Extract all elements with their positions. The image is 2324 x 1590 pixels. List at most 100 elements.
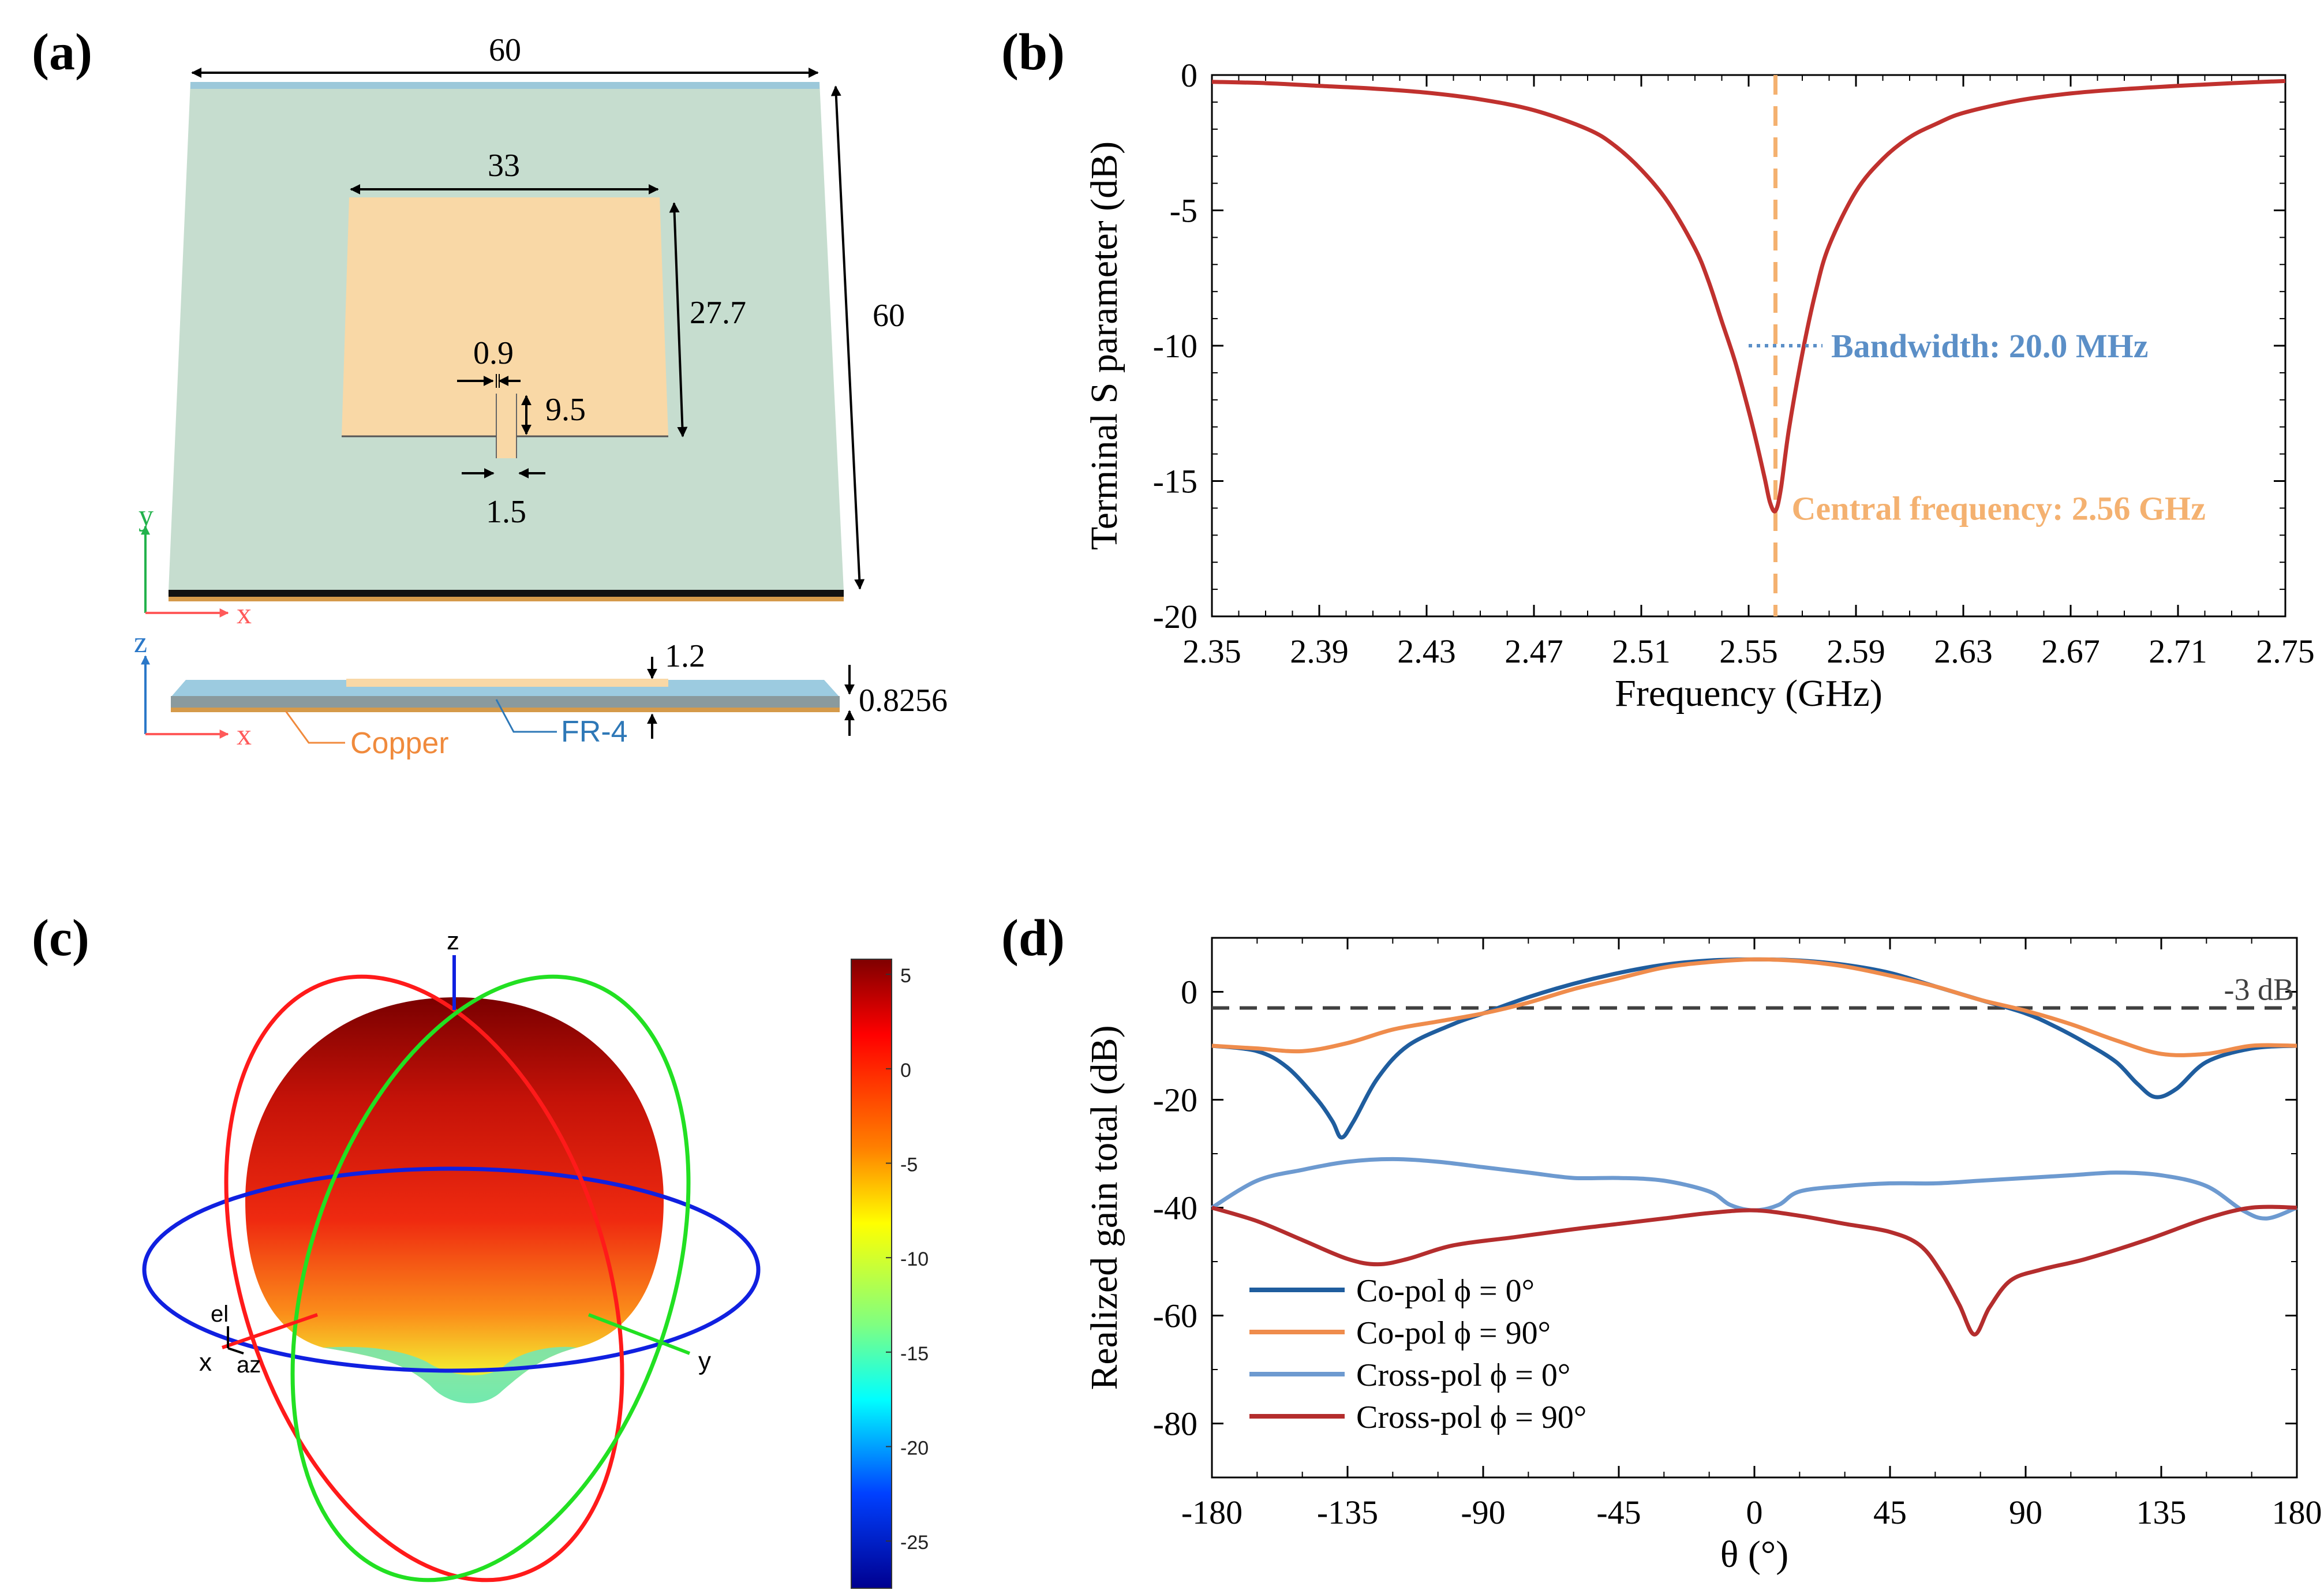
legend-label: Cross-pol ϕ = 0° bbox=[1356, 1357, 1570, 1393]
dim-substrate-thickness: 0.8256 bbox=[859, 683, 948, 719]
x-tick-label: -135 bbox=[1317, 1494, 1378, 1531]
dim-patch-height: 27.7 bbox=[690, 295, 746, 331]
x-axis-title: θ (°) bbox=[1720, 1533, 1788, 1576]
side-view-ground bbox=[171, 708, 840, 712]
minus-3db-label: -3 dB bbox=[2224, 972, 2295, 1007]
axis-x-label: x bbox=[237, 597, 252, 630]
substrate-top-edge bbox=[190, 82, 819, 89]
panel-b-label: (b) bbox=[1001, 24, 1065, 81]
y-tick-label: -5 bbox=[1170, 192, 1197, 230]
y-tick-label: -40 bbox=[1153, 1189, 1197, 1227]
label-copper: Copper bbox=[350, 727, 449, 760]
panel-a: (a) 60 60 33 27.7 0.9 9.5 bbox=[32, 24, 948, 760]
x-tick-label: 2.51 bbox=[1612, 633, 1671, 670]
x-axis-title: Frequency (GHz) bbox=[1615, 672, 1883, 714]
x-tick-label: 2.55 bbox=[1719, 633, 1778, 670]
x-tick-label: 2.71 bbox=[2149, 633, 2207, 670]
radiation-pattern-lobe bbox=[323, 1346, 577, 1404]
feed-line bbox=[496, 394, 517, 458]
x-axis-line bbox=[222, 1313, 318, 1349]
bandwidth-annotation: Bandwidth: 20.0 MHz bbox=[1831, 327, 2148, 365]
y-ring bbox=[290, 974, 691, 1582]
y-axis-label: y bbox=[698, 1347, 711, 1375]
x-tick-label: 2.63 bbox=[1934, 633, 1993, 670]
x-axis-label: x bbox=[199, 1348, 212, 1376]
x-tick-label: 2.35 bbox=[1182, 633, 1241, 670]
y-tick-label: -15 bbox=[1153, 463, 1197, 500]
axis-z-label: z bbox=[134, 626, 147, 659]
y-axis-line bbox=[587, 1313, 691, 1355]
x-tick-label: 2.39 bbox=[1290, 633, 1349, 670]
x-tick-label: -180 bbox=[1181, 1494, 1243, 1531]
dim-patch-height-line bbox=[669, 202, 688, 437]
series-line-3 bbox=[1211, 1204, 2297, 1337]
legend: Co-pol ϕ = 0° Co-pol ϕ = 90° Cross-pol ϕ =… bbox=[1249, 1273, 1586, 1435]
colorbar-tick-label: -10 bbox=[900, 1248, 929, 1270]
colorbar-ticks: 5 0 -5 -10 -15 -20 -25 bbox=[886, 965, 929, 1554]
z-axis-label: z bbox=[447, 927, 459, 955]
dim-copper-thickness: 1.2 bbox=[665, 638, 705, 674]
legend-label: Co-pol ϕ = 0° bbox=[1356, 1273, 1535, 1309]
y-tick-label: -10 bbox=[1153, 327, 1197, 365]
y-tick-label: -80 bbox=[1153, 1405, 1197, 1443]
x-tick-label: 2.67 bbox=[2041, 633, 2100, 670]
x-tick-label: 135 bbox=[2136, 1494, 2187, 1531]
x-tick-label: 2.43 bbox=[1397, 633, 1456, 670]
x-tick-label: 0 bbox=[1746, 1494, 1763, 1531]
ground-copper-edge bbox=[169, 597, 844, 601]
az-label: az bbox=[237, 1352, 261, 1378]
z-ring bbox=[142, 1166, 761, 1373]
plot-frame bbox=[1211, 937, 2298, 1479]
y-axis-title: Terminal S parameter (dB) bbox=[1083, 141, 1125, 550]
y-tick-label: -20 bbox=[1153, 1082, 1197, 1119]
x-tick-label: 2.75 bbox=[2256, 633, 2315, 670]
colorbar-tick-label: -5 bbox=[900, 1154, 918, 1176]
x-tick-label: 180 bbox=[2272, 1494, 2322, 1531]
axis-x2-label: x bbox=[237, 719, 252, 751]
patch bbox=[342, 197, 668, 436]
dim-patch-width: 33 bbox=[488, 148, 520, 184]
az-arrow bbox=[227, 1347, 244, 1355]
x-tick-label: 45 bbox=[1873, 1494, 1907, 1531]
colorbar-tick-label: -20 bbox=[900, 1438, 929, 1460]
y-tick-label: -60 bbox=[1153, 1297, 1197, 1335]
axis-y-label: y bbox=[139, 499, 154, 532]
s11-curve bbox=[1211, 78, 2286, 514]
legend-label: Co-pol ϕ = 90° bbox=[1356, 1315, 1551, 1351]
label-fr4: FR-4 bbox=[561, 715, 628, 749]
side-view-substrate bbox=[171, 680, 840, 697]
x-ring bbox=[224, 974, 624, 1582]
panel-b: (b) 2.35 2.39 2.43 2.47 2.51 2.55 2.59 2.63 2.67… bbox=[1001, 24, 2315, 714]
ground-edge bbox=[169, 590, 844, 597]
panel-a-label: (a) bbox=[32, 24, 92, 81]
panel-c-label: (c) bbox=[32, 910, 89, 967]
side-view-fr4 bbox=[171, 696, 840, 708]
colorbar-tick-label: -25 bbox=[900, 1532, 929, 1554]
center-frequency-annotation: Central frequency: 2.56 GHz bbox=[1792, 489, 2206, 527]
panel-d-label: (d) bbox=[1001, 910, 1065, 967]
x-tick-label: -90 bbox=[1461, 1494, 1505, 1531]
panel-d: (d) -180 -135 -90 -45 0 45 90 135 180 0 -20 -40 -60 -… bbox=[1001, 910, 2322, 1576]
legend-label: Cross-pol ϕ = 90° bbox=[1356, 1400, 1586, 1435]
series-line-1 bbox=[1211, 957, 2297, 1057]
y-tick-label: -20 bbox=[1153, 598, 1197, 635]
dim-height-right: 60 bbox=[873, 298, 905, 334]
colorbar-tick-label: 0 bbox=[900, 1060, 911, 1082]
x-tick-label: 90 bbox=[2009, 1494, 2042, 1531]
colorbar-tick-label: -15 bbox=[900, 1343, 929, 1365]
x-tick-label: 2.59 bbox=[1827, 633, 1885, 670]
el-label: el bbox=[211, 1301, 229, 1327]
x-tick-label: -45 bbox=[1596, 1494, 1641, 1531]
dim-slot-length: 9.5 bbox=[545, 392, 586, 428]
y-axis-title: Realized gain total (dB) bbox=[1083, 1025, 1125, 1390]
side-view-patch bbox=[346, 679, 668, 687]
y-tick-label: 0 bbox=[1181, 974, 1197, 1011]
dim-slot-width: 0.9 bbox=[473, 335, 514, 371]
x-tick-label: 2.47 bbox=[1505, 633, 1563, 670]
dim-feed-width: 1.5 bbox=[486, 494, 526, 530]
dim-width-top: 60 bbox=[489, 32, 521, 68]
colorbar-tick-label: 5 bbox=[900, 965, 911, 987]
colorbar bbox=[851, 959, 892, 1588]
radiation-pattern-3d bbox=[245, 997, 664, 1404]
